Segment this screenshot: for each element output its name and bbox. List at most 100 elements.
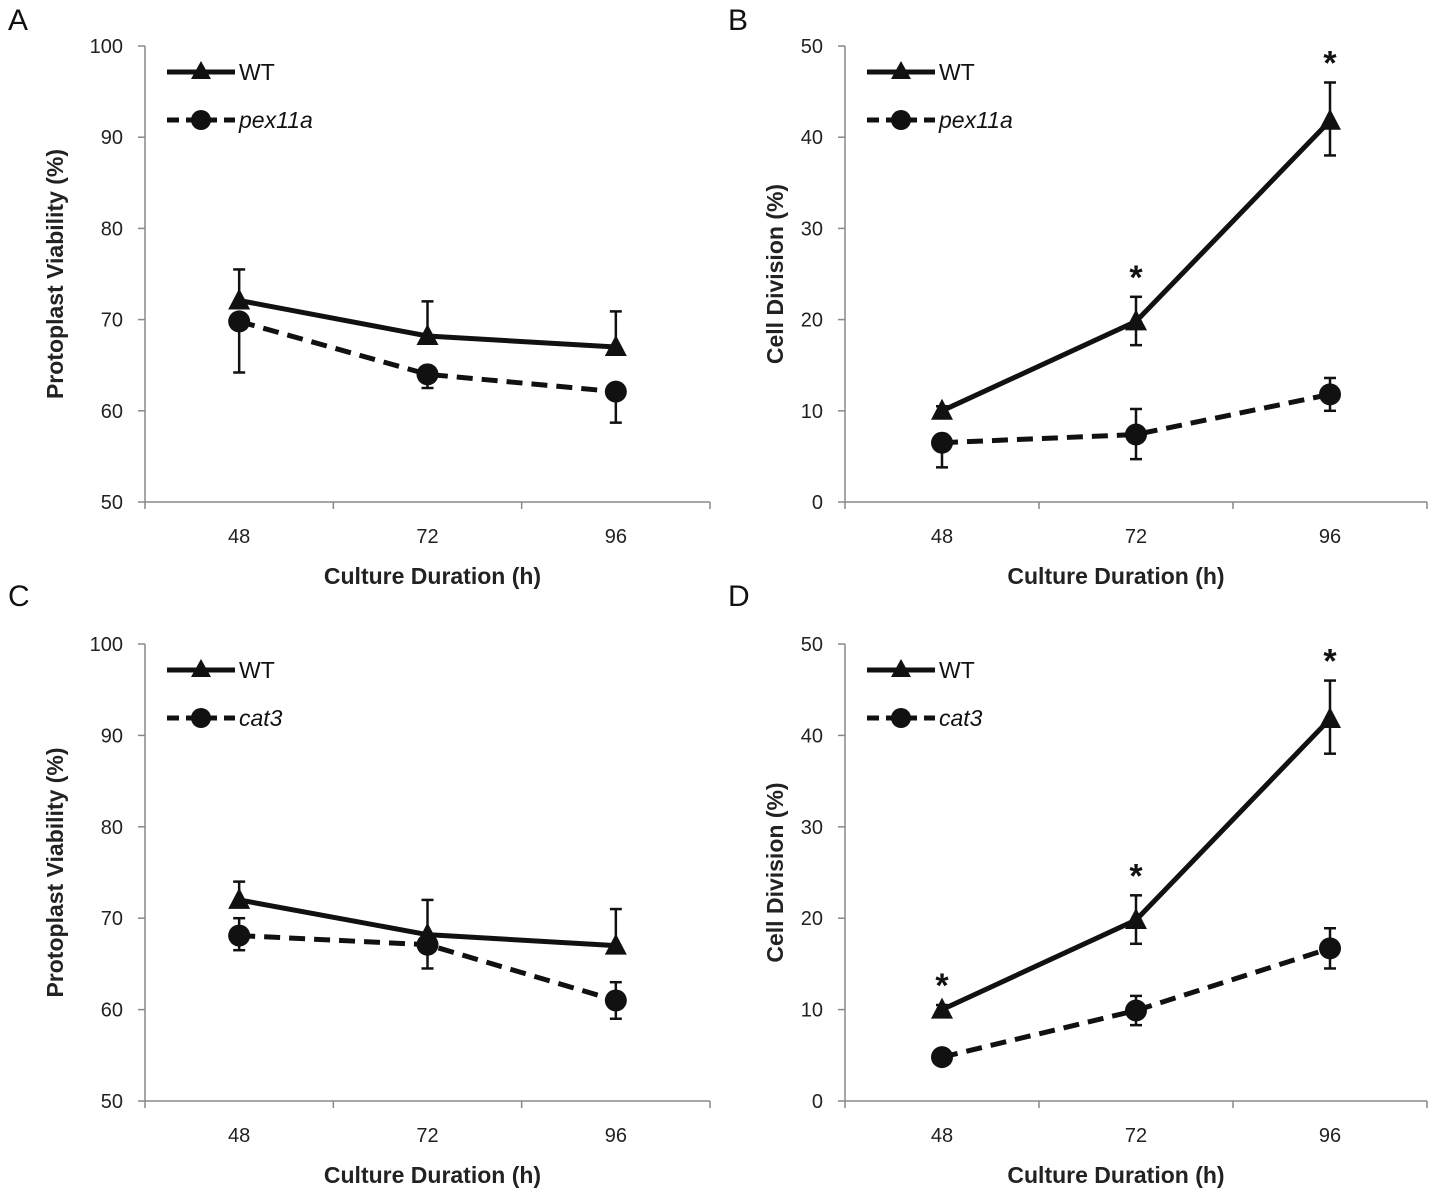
- y-tick-label: 50: [801, 634, 823, 656]
- data-point-triangle: [931, 997, 953, 1019]
- x-tick-label: 96: [605, 1125, 627, 1147]
- x-axis-title: Culture Duration (h): [1007, 1162, 1224, 1188]
- y-tick-label: 70: [101, 908, 123, 930]
- y-axis-title: Protoplast Viability (%): [42, 149, 68, 399]
- panel-letter: C: [8, 580, 30, 613]
- y-tick-label: 90: [101, 127, 123, 149]
- y-tick-label: 50: [101, 1091, 123, 1113]
- data-point-triangle: [1319, 706, 1341, 728]
- y-tick-label: 100: [90, 36, 123, 58]
- y-tick-label: 10: [801, 1000, 823, 1022]
- y-axis-title: Cell Division (%): [762, 782, 788, 962]
- y-tick-label: 20: [801, 908, 823, 930]
- y-tick-label: 80: [101, 817, 123, 839]
- y-tick-label: 40: [801, 127, 823, 149]
- series-line-pex11a: [238, 319, 617, 395]
- x-tick-label: 72: [1125, 1125, 1147, 1147]
- data-point-triangle: [1125, 908, 1147, 930]
- legend-circle-icon: [891, 110, 911, 130]
- legend-label: pex11a: [938, 107, 1013, 133]
- data-point-triangle: [1125, 309, 1147, 331]
- panel-letter: D: [728, 580, 750, 613]
- panel-letter: A: [8, 4, 28, 37]
- data-point-triangle: [931, 398, 953, 420]
- y-tick-label: 10: [801, 401, 823, 423]
- significance-marker: *: [1129, 857, 1143, 895]
- data-point-circle: [1319, 937, 1341, 960]
- series-line-cat3: [941, 945, 1331, 1060]
- x-tick-label: 48: [931, 1125, 953, 1147]
- data-point-triangle: [416, 324, 439, 346]
- legend-circle-icon: [891, 708, 911, 728]
- data-point-triangle: [228, 887, 251, 909]
- x-tick-label: 72: [416, 526, 438, 548]
- y-tick-label: 20: [801, 310, 823, 332]
- data-point-circle: [604, 380, 627, 403]
- data-point-triangle: [228, 288, 251, 310]
- y-tick-label: 0: [812, 1091, 823, 1113]
- x-axis-title: Culture Duration (h): [1007, 563, 1224, 589]
- data-point-circle: [1125, 999, 1147, 1022]
- x-tick-label: 72: [1125, 526, 1147, 548]
- x-tick-label: 96: [1319, 526, 1341, 548]
- data-point-triangle: [604, 933, 627, 955]
- x-tick-label: 48: [228, 526, 250, 548]
- legend-label: WT: [939, 59, 975, 85]
- data-point-circle: [228, 924, 251, 947]
- y-tick-label: 30: [801, 218, 823, 240]
- x-tick-label: 96: [605, 526, 627, 548]
- legend-circle-icon: [191, 110, 211, 130]
- y-tick-label: 80: [101, 218, 123, 240]
- y-tick-label: 70: [101, 310, 123, 332]
- legend-circle-icon: [191, 708, 211, 728]
- y-tick-label: 30: [801, 817, 823, 839]
- panel-D: D 0 10 20 30 40 50 48 72 96 Culture Duration (h) Ce…: [728, 580, 1428, 1188]
- y-tick-label: 90: [101, 725, 123, 747]
- legend-label: cat3: [239, 705, 283, 731]
- x-tick-label: 48: [931, 526, 953, 548]
- data-point-circle: [228, 310, 251, 333]
- legend-label: cat3: [939, 705, 983, 731]
- legend-label: pex11a: [238, 107, 313, 133]
- y-tick-label: 60: [101, 1000, 123, 1022]
- panel-B: B 0 10 20 30 40 50 48 72 96 Culture Duration (h) Ce…: [728, 4, 1428, 589]
- panel-letter: B: [728, 4, 748, 37]
- significance-marker: *: [1323, 44, 1337, 82]
- y-tick-label: 100: [90, 634, 123, 656]
- data-point-triangle: [604, 334, 627, 356]
- x-tick-label: 48: [228, 1125, 250, 1147]
- x-tick-label: 96: [1319, 1125, 1341, 1147]
- data-point-circle: [931, 431, 953, 454]
- significance-marker: *: [1323, 643, 1337, 681]
- legend-label: WT: [239, 657, 275, 683]
- legend-triangle-icon: [191, 61, 211, 79]
- y-tick-label: 50: [101, 492, 123, 514]
- legend-triangle-icon: [191, 659, 211, 677]
- panel-A: A 50 60 70 80 90 100 48 72 96 Culture Duration (h)…: [8, 4, 711, 589]
- data-point-triangle: [1319, 108, 1341, 130]
- panel-C: C 50 60 70 80 90 100 48 72 96 Culture Duration (h)…: [8, 580, 711, 1188]
- legend-label: WT: [239, 59, 275, 85]
- data-point-circle: [416, 363, 439, 386]
- y-tick-label: 40: [801, 725, 823, 747]
- data-point-circle: [931, 1046, 953, 1069]
- data-point-circle: [604, 989, 627, 1012]
- y-axis-title: Protoplast Viability (%): [42, 747, 68, 997]
- y-tick-label: 0: [812, 492, 823, 514]
- legend-triangle-icon: [891, 61, 911, 79]
- y-axis-title: Cell Division (%): [762, 184, 788, 364]
- data-point-circle: [1125, 423, 1147, 446]
- data-point-circle: [416, 933, 439, 956]
- legend-triangle-icon: [891, 659, 911, 677]
- y-tick-label: 60: [101, 401, 123, 423]
- y-tick-label: 50: [801, 36, 823, 58]
- data-point-circle: [1319, 383, 1341, 406]
- x-tick-label: 72: [416, 1125, 438, 1147]
- series-line-pex11a: [941, 391, 1331, 446]
- x-axis-title: Culture Duration (h): [324, 563, 541, 589]
- significance-marker: *: [935, 967, 949, 1005]
- x-axis-title: Culture Duration (h): [324, 1162, 541, 1188]
- legend-label: WT: [939, 657, 975, 683]
- significance-marker: *: [1129, 259, 1143, 297]
